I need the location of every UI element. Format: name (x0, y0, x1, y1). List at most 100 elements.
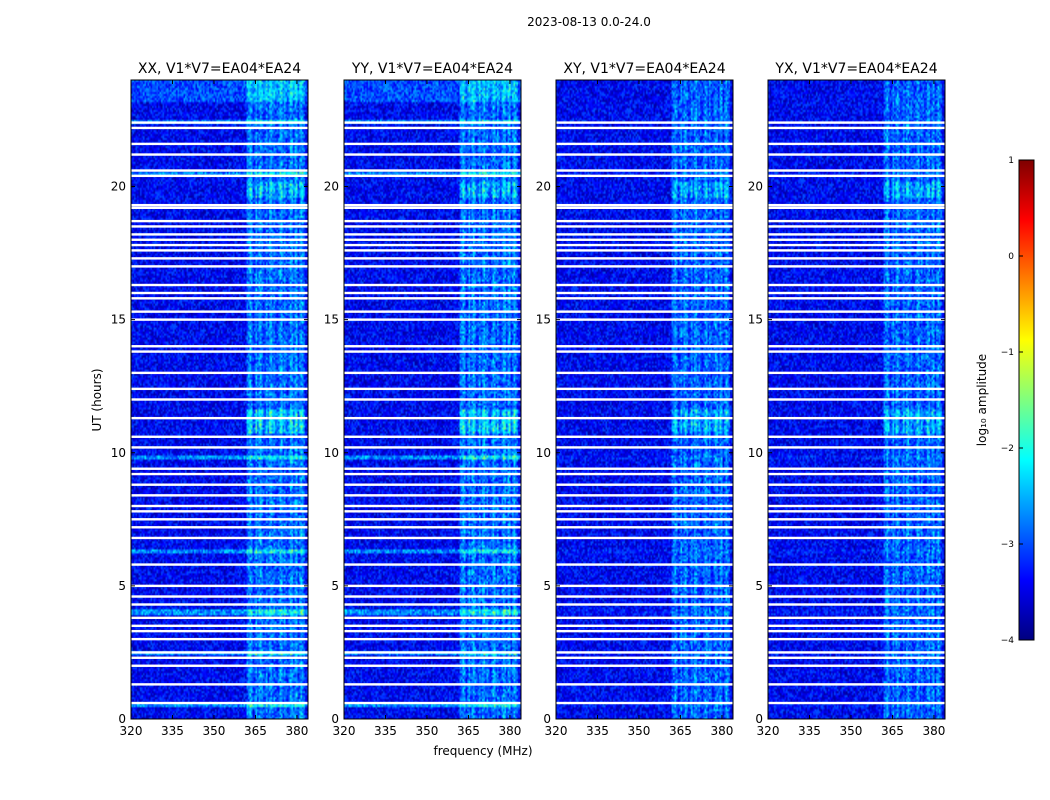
flagged-row (768, 126, 945, 130)
flagged-row (556, 238, 733, 241)
flagged-row (556, 629, 733, 633)
y-tick-label: 0 (118, 712, 126, 726)
flagged-row (131, 595, 308, 598)
flagged-row (768, 664, 945, 667)
flagged-row (556, 121, 733, 124)
colorbar-tick-label: −3 (1001, 540, 1014, 550)
flagged-row (131, 206, 308, 209)
colorbar-label: log₁₀ amplitude (975, 354, 989, 446)
figure-title: 2023-08-13 0.0-24.0 (527, 15, 651, 29)
flagged-row (556, 483, 733, 486)
flagged-row (344, 203, 521, 207)
flagged-row (131, 526, 308, 529)
flagged-row (556, 398, 733, 401)
flagged-row (556, 203, 733, 207)
panel-title: YY, V1*V7=EA04*EA24 (351, 61, 513, 77)
flagged-row (556, 624, 733, 628)
flagged-row (344, 595, 521, 598)
panel-frame (767, 79, 946, 720)
flagged-row (344, 387, 521, 391)
x-tick-label: 350 (840, 724, 863, 738)
panel-yy: YY, V1*V7=EA04*EA24 320 335 350 365 380 0 5 10 15… (324, 61, 522, 738)
x-tick-label: 380 (498, 724, 521, 738)
y-axis-label: UT (hours) (90, 368, 104, 431)
y-tick-label: 5 (543, 579, 551, 593)
x-tick-label: 320 (120, 724, 143, 738)
flagged-row (768, 651, 945, 654)
y-tick-label: 15 (748, 313, 763, 327)
flagged-row (131, 510, 308, 513)
x-tick-label: 335 (798, 724, 821, 738)
flagged-row (344, 526, 521, 529)
y-tick-label: 10 (111, 446, 126, 460)
flagged-row (131, 169, 308, 172)
flagged-row (556, 518, 733, 521)
flagged-row (344, 584, 521, 588)
flagged-row (131, 243, 308, 247)
flagged-row (768, 584, 945, 588)
flagged-row (131, 446, 308, 449)
y-tick-label: 0 (331, 712, 339, 726)
flagged-row (556, 616, 733, 620)
flagged-row (556, 416, 733, 420)
panel-frame (343, 79, 522, 720)
flagged-row (131, 494, 308, 497)
flagged-row (556, 257, 733, 260)
flagged-row (768, 595, 945, 598)
panel-yx: YX, V1*V7=EA04*EA24 320 335 350 365 380 0 5 10 15… (748, 61, 946, 738)
flagged-row (344, 563, 521, 566)
flagged-row (768, 265, 945, 268)
panel-frame (555, 79, 734, 720)
flagged-row (344, 142, 521, 146)
flagged-row (131, 249, 308, 252)
flagged-row (131, 174, 308, 178)
flagged-row (556, 467, 733, 470)
flagged-row (556, 683, 733, 686)
flagged-row (131, 563, 308, 566)
flagged-row (131, 345, 308, 348)
flagged-row (768, 446, 945, 449)
flagged-row (556, 637, 733, 641)
flagged-row (556, 526, 733, 529)
flagged-row (344, 297, 521, 300)
spectrogram-panels: XX, V1*V7=EA04*EA24 320 335 350 365 380 0 5 10 15… (111, 61, 946, 738)
flagged-row (556, 249, 733, 252)
flagged-row (556, 563, 733, 566)
flagged-row (556, 142, 733, 146)
flagged-row (556, 494, 733, 497)
x-tick-label: 335 (586, 724, 609, 738)
flagged-row (556, 265, 733, 268)
flagged-row (344, 624, 521, 628)
flagged-row (344, 616, 521, 620)
flagged-row (768, 169, 945, 172)
flagged-row (344, 233, 521, 236)
flagged-row (344, 629, 521, 633)
flagged-row (768, 249, 945, 252)
flagged-row (131, 126, 308, 130)
flagged-row (768, 624, 945, 628)
flagged-row (768, 225, 945, 228)
panel-title: YX, V1*V7=EA04*EA24 (774, 61, 937, 77)
flagged-row (344, 219, 521, 223)
flagged-row (131, 318, 308, 321)
flagged-row (768, 142, 945, 146)
panel-xx: XX, V1*V7=EA04*EA24 320 335 350 365 380 0 5 10 15… (111, 61, 309, 738)
flagged-row (344, 664, 521, 667)
flagged-row (344, 371, 521, 375)
flagged-row (131, 603, 308, 606)
flagged-row (344, 265, 521, 268)
flagged-row (131, 624, 308, 628)
x-tick-label: 350 (416, 724, 439, 738)
flagged-row (344, 637, 521, 641)
x-tick-label: 320 (545, 724, 568, 738)
y-tick-label: 0 (543, 712, 551, 726)
y-tick-label: 20 (536, 180, 551, 194)
flagged-row (556, 233, 733, 236)
colorbar: −4 −3 −2 −1 0 1 log₁₀ amplitude (975, 156, 1035, 646)
flagged-row (344, 121, 521, 124)
flagged-row (556, 350, 733, 353)
flagged-row (131, 651, 308, 654)
flagged-row (556, 219, 733, 223)
flagged-row (768, 121, 945, 124)
